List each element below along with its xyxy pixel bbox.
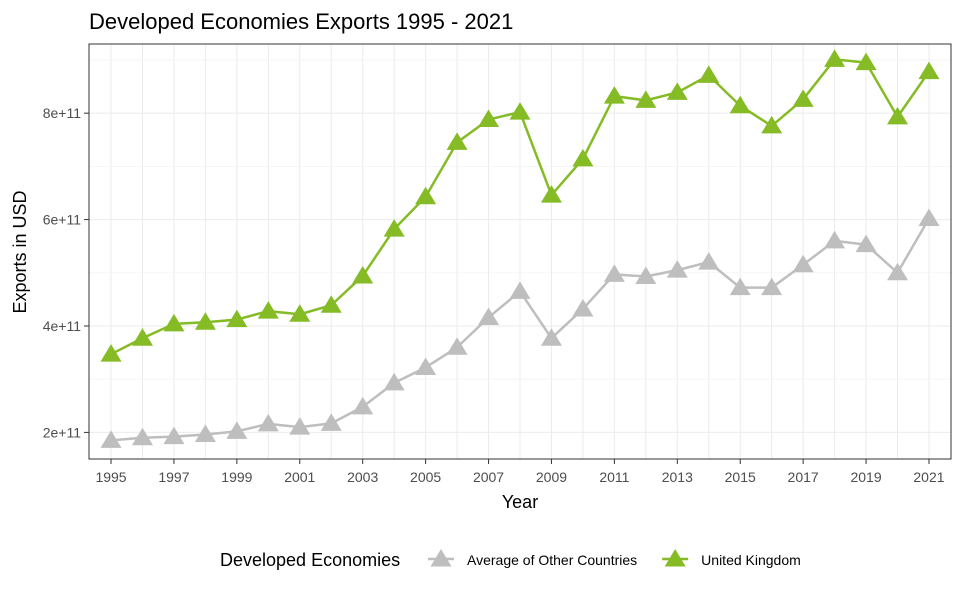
data-point [918, 208, 940, 227]
axes: 1995 1997 1999 2001 2003 2005 2007 2009 2011 2013… [43, 105, 945, 485]
data-point [666, 82, 688, 100]
data-point [824, 230, 846, 249]
legend-label: Average of Other Countries [467, 552, 637, 568]
x-tick-label: 2021 [913, 469, 944, 485]
data-point [572, 298, 594, 317]
x-axis-title: Year [502, 492, 538, 512]
data-point [887, 106, 909, 125]
chart-title: Developed Economies Exports 1995 - 2021 [89, 9, 513, 34]
data-point [855, 234, 877, 253]
data-point [289, 304, 311, 322]
x-tick-label: 2019 [850, 469, 881, 485]
data-point [478, 307, 500, 325]
data-point [320, 413, 342, 431]
data-point [478, 109, 500, 128]
x-tick-label: 2005 [410, 469, 441, 485]
x-tick-label: 2017 [788, 469, 819, 485]
data-point [509, 281, 531, 299]
data-point [226, 309, 248, 328]
data-point [100, 430, 122, 448]
data-point [257, 301, 279, 319]
y-tick-label: 2e+11 [43, 424, 81, 440]
plot-panel-border [88, 43, 952, 460]
data-point [603, 264, 625, 282]
x-tick-label: 2013 [662, 469, 693, 485]
y-tick-label: 8e+11 [43, 105, 81, 121]
data-point [509, 102, 531, 120]
data-point [226, 421, 248, 439]
data-point [163, 313, 185, 332]
x-tick-label: 2011 [599, 469, 629, 485]
x-tick-label: 1999 [221, 469, 252, 485]
data-point [572, 148, 594, 167]
data-point [855, 52, 877, 71]
y-tick-label: 6e+11 [43, 212, 81, 228]
legend: Developed Economies Average of Other Cou… [220, 549, 801, 570]
data-point [887, 262, 909, 281]
data-point [761, 277, 783, 296]
x-tick-label: 2003 [347, 469, 378, 485]
data-point [163, 426, 185, 445]
data-point [131, 328, 153, 346]
data-point [698, 252, 720, 270]
x-tick-label: 2007 [473, 469, 504, 485]
data-point [257, 413, 279, 432]
y-tick-label: 4e+11 [43, 318, 81, 334]
data-point [383, 219, 405, 237]
data-point [666, 260, 688, 278]
data-point [194, 424, 216, 443]
x-tick-label: 2001 [284, 469, 315, 485]
data-point [635, 90, 657, 108]
data-point [918, 61, 940, 80]
series-other-countries [100, 208, 940, 448]
data-point [698, 65, 720, 83]
data-point [352, 396, 374, 415]
data-point [824, 49, 846, 67]
data-point [635, 266, 657, 285]
data-point [446, 132, 468, 150]
data-point [415, 186, 437, 205]
y-axis-title: Exports in USD [10, 190, 30, 313]
data-point [383, 372, 405, 391]
legend-title: Developed Economies [220, 550, 400, 570]
data-point [446, 337, 468, 355]
data-point [352, 265, 374, 284]
data-point [729, 95, 751, 114]
legend-key [428, 549, 454, 567]
x-tick-label: 1995 [95, 469, 126, 485]
x-tick-label: 1997 [158, 469, 189, 485]
data-point [729, 277, 751, 296]
data-point [320, 295, 342, 313]
legend-label: United Kingdom [701, 552, 801, 568]
data-point [540, 328, 562, 346]
data-point [415, 357, 437, 375]
data-point [289, 417, 311, 435]
data-point [792, 89, 814, 107]
legend-key [662, 549, 689, 567]
data-point [761, 115, 783, 134]
data-point [194, 312, 216, 330]
x-tick-label: 2015 [725, 469, 756, 485]
data-point [792, 254, 814, 273]
x-tick-label: 2009 [536, 469, 567, 485]
data-point [540, 185, 562, 203]
data-point [100, 344, 122, 362]
series-united-kingdom [100, 49, 940, 362]
data-point [603, 86, 625, 104]
grid [89, 44, 951, 459]
data-point [131, 427, 153, 446]
series-layer [100, 49, 940, 448]
